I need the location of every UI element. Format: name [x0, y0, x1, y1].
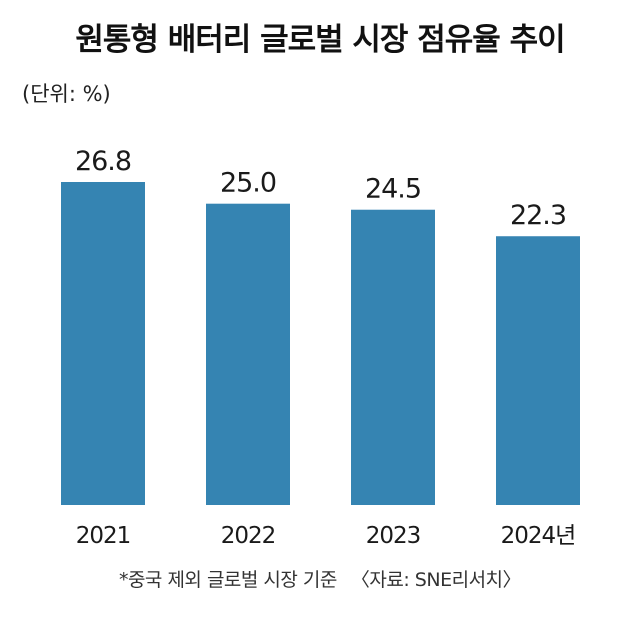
bar-2021: [61, 182, 145, 505]
value-label-2021: 26.8: [75, 146, 131, 177]
value-label-2023: 24.5: [365, 174, 421, 205]
bar-2023: [351, 209, 435, 505]
x-tick-label-2021: 2021: [76, 523, 131, 549]
unit-label: (단위: %): [22, 82, 111, 106]
x-tick-label-2024년: 2024년: [501, 523, 576, 549]
footnote: *중국 제외 글로벌 시장 기준: [118, 569, 337, 591]
source-note: 〈자료: SNE리서치〉: [350, 569, 522, 591]
x-tick-label-2022: 2022: [221, 523, 276, 549]
bar-2024년: [496, 236, 580, 505]
value-label-2024년: 22.3: [510, 200, 566, 231]
footnote-row: *중국 제외 글로벌 시장 기준 〈자료: SNE리서치〉: [0, 565, 640, 592]
x-tick-label-2023: 2023: [366, 523, 421, 549]
chart-title: 원통형 배터리 글로벌 시장 점유율 추이: [75, 22, 565, 58]
value-label-2022: 25.0: [220, 168, 276, 199]
bar-2022: [206, 203, 290, 505]
